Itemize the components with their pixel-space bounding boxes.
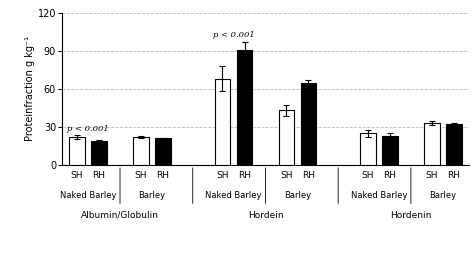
- Text: Barley: Barley: [284, 191, 311, 200]
- Bar: [237, 50, 252, 165]
- Bar: [279, 110, 294, 165]
- Y-axis label: Proteinfraction g kg⁻¹: Proteinfraction g kg⁻¹: [25, 36, 35, 141]
- Text: Hordenin: Hordenin: [390, 211, 431, 220]
- Bar: [424, 123, 439, 165]
- Bar: [382, 136, 398, 165]
- Text: Barley: Barley: [138, 191, 165, 200]
- Text: Hordein: Hordein: [247, 211, 283, 220]
- Bar: [133, 137, 149, 165]
- Text: p < 0.001: p < 0.001: [67, 125, 109, 133]
- Bar: [360, 133, 375, 165]
- Bar: [215, 79, 230, 165]
- Bar: [446, 124, 462, 165]
- Bar: [69, 137, 85, 165]
- Text: Albumin/Globulin: Albumin/Globulin: [81, 211, 159, 220]
- Text: Naked Barley: Naked Barley: [351, 191, 407, 200]
- Text: p < 0.001: p < 0.001: [213, 31, 255, 39]
- Bar: [91, 141, 107, 165]
- Bar: [301, 83, 316, 165]
- Text: Barley: Barley: [429, 191, 456, 200]
- Bar: [155, 138, 171, 165]
- Text: Naked Barley: Naked Barley: [60, 191, 116, 200]
- Text: Naked Barley: Naked Barley: [205, 191, 262, 200]
